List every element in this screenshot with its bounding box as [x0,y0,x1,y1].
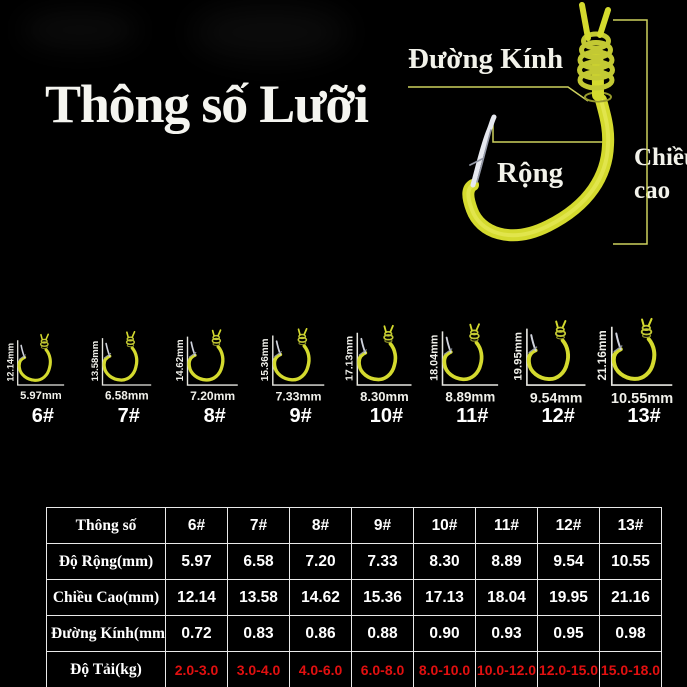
svg-text:21.16mm: 21.16mm [596,330,609,380]
svg-text:9#: 9# [289,405,311,427]
svg-text:10#: 10# [370,405,403,427]
svg-text:12#: 12# [542,405,575,427]
svg-text:Rộng: Rộng [497,157,564,189]
svg-text:8.30mm: 8.30mm [360,389,409,404]
svg-text:6#: 6# [32,405,54,427]
svg-text:15.36mm: 15.36mm [260,338,271,381]
svg-text:17.13mm: 17.13mm [343,336,355,381]
svg-text:12.14mm: 12.14mm [5,343,15,382]
svg-text:Chiều: Chiều [634,144,687,171]
svg-text:18.04mm: 18.04mm [428,335,440,381]
svg-text:8.89mm: 8.89mm [445,389,495,404]
svg-text:11#: 11# [456,405,488,427]
svg-text:13#: 13# [627,405,660,427]
svg-text:Đường Kính: Đường Kính [408,43,563,75]
svg-text:5.97mm: 5.97mm [20,390,62,402]
svg-text:13.58mm: 13.58mm [90,341,101,382]
svg-text:7.33mm: 7.33mm [275,389,321,403]
svg-text:19.95mm: 19.95mm [512,332,524,381]
svg-text:7#: 7# [118,405,140,427]
svg-text:cao: cao [634,177,670,204]
svg-text:14.62mm: 14.62mm [175,339,186,381]
svg-text:9.54mm: 9.54mm [530,389,583,405]
svg-text:8#: 8# [204,405,226,427]
svg-text:6.58mm: 6.58mm [105,389,149,402]
svg-text:7.20mm: 7.20mm [190,389,235,403]
